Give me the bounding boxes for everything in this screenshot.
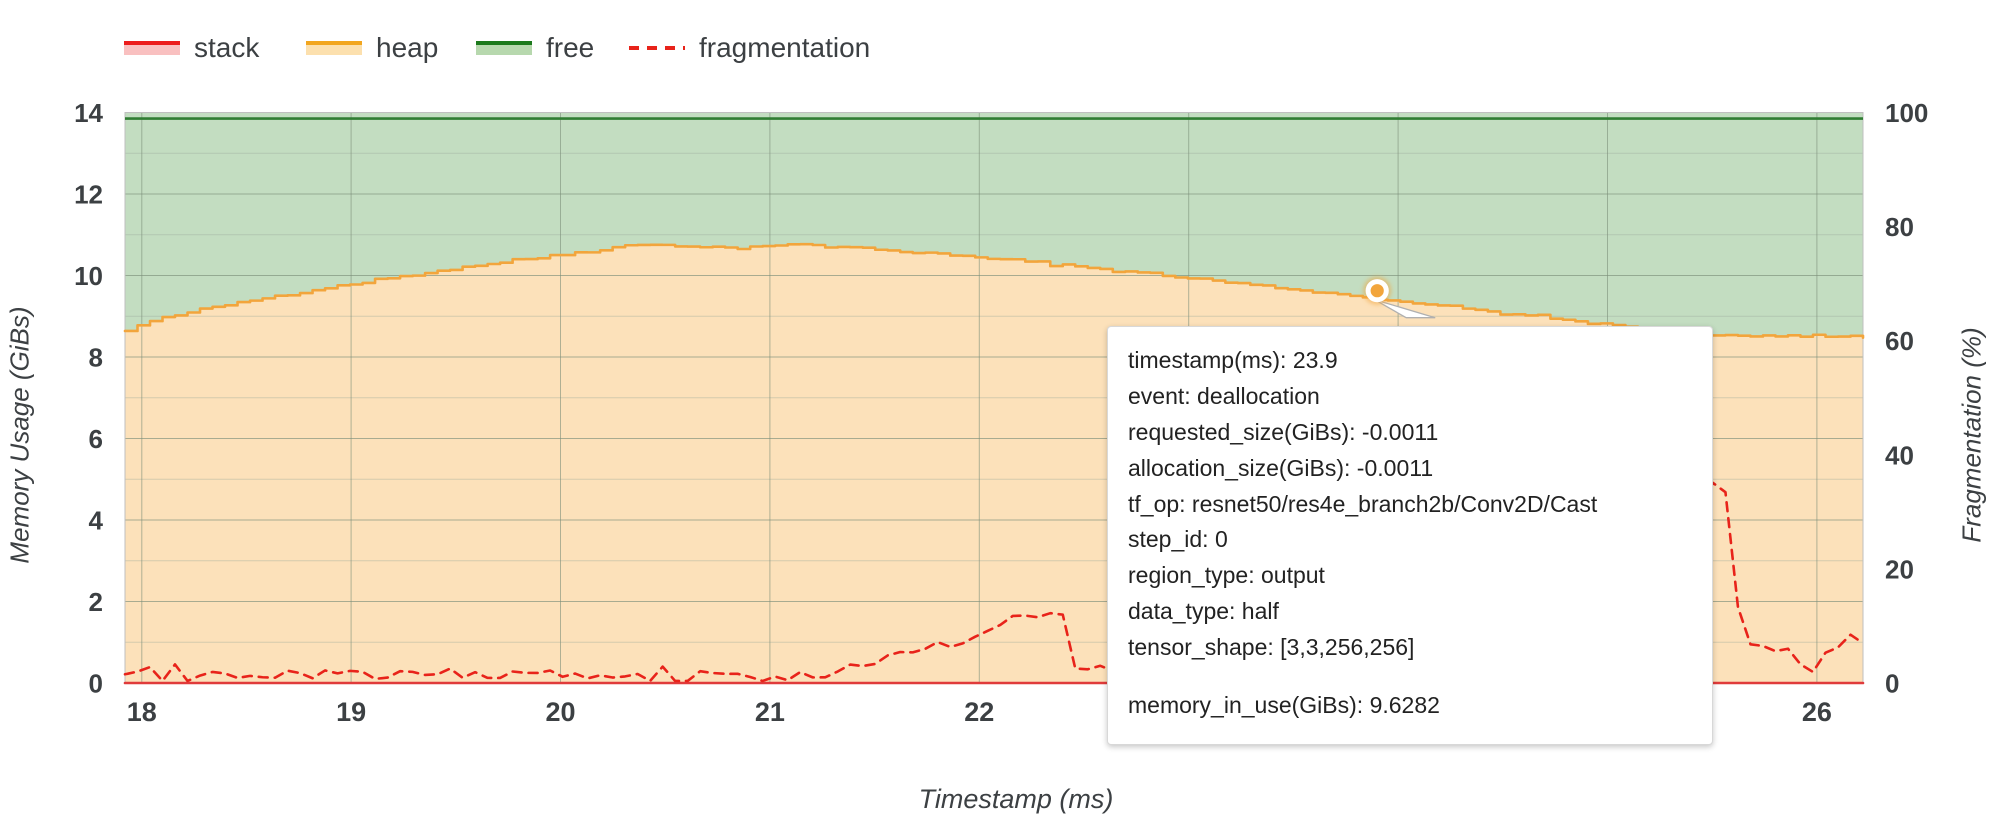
svg-text:12: 12 [74, 180, 103, 210]
svg-text:0: 0 [89, 669, 103, 699]
svg-text:6: 6 [89, 424, 103, 454]
svg-text:80: 80 [1885, 212, 1914, 242]
svg-text:8: 8 [89, 343, 103, 373]
svg-text:26: 26 [1802, 697, 1832, 727]
svg-text:14: 14 [74, 98, 103, 128]
svg-text:20: 20 [545, 697, 575, 727]
svg-text:22: 22 [964, 697, 994, 727]
svg-text:4: 4 [89, 506, 104, 536]
svg-text:10: 10 [74, 261, 103, 291]
svg-text:21: 21 [755, 697, 785, 727]
svg-text:40: 40 [1885, 440, 1914, 470]
svg-text:100: 100 [1885, 98, 1928, 128]
svg-text:2: 2 [89, 587, 103, 617]
svg-text:20: 20 [1885, 554, 1914, 584]
svg-text:60: 60 [1885, 326, 1914, 356]
svg-text:19: 19 [336, 697, 366, 727]
svg-text:18: 18 [127, 697, 157, 727]
svg-text:0: 0 [1885, 669, 1899, 699]
